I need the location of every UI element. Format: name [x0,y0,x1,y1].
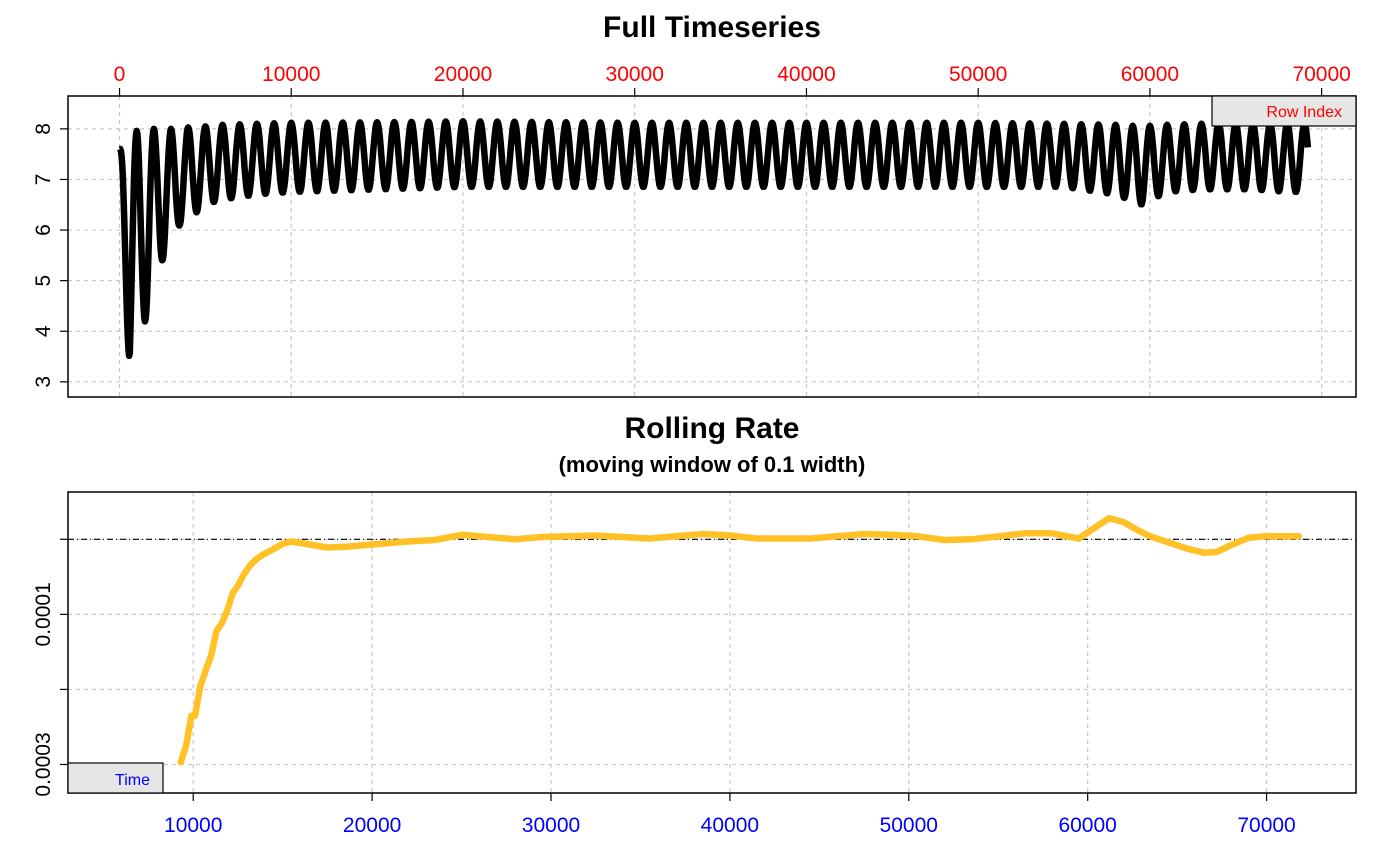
series-line-rolling-rate [177,515,1303,766]
legend-row-index: Row Index [1211,95,1357,127]
bottom-plot-frame [67,491,1357,794]
x-tick-label: 60000 [1058,814,1116,837]
x-tick-label: 50000 [880,814,938,837]
y-tick-label: 3 [32,376,55,388]
chart-title-rolling-rate: Rolling Rate [624,412,799,445]
chart-subtitle: (moving window of 0.1 width) [559,452,866,477]
x-tick-label: 70000 [1292,63,1350,86]
legend-label-row-index: Row Index [1266,104,1342,121]
top-y-ticks: 3 4 5 6 7 8 [32,123,68,388]
x-tick-label: 20000 [343,814,401,837]
chart-title-full-timeseries: Full Timeseries [603,11,821,44]
y-tick-label: 6 [32,224,55,236]
series-row-index-values [116,118,1312,360]
x-tick-label: 0 [114,63,126,86]
legend-box [67,762,164,794]
x-tick-label: 50000 [949,63,1007,86]
bottom-y-ticks: 0.0001 0.0003 [32,538,68,797]
bottom-grid [68,492,1356,793]
x-tick-label: 30000 [522,814,580,837]
x-tick-label: 40000 [701,814,759,837]
top-x-ticks: 0 10000 20000 30000 40000 50000 60000 70000 [114,63,1351,96]
x-tick-label: 10000 [262,63,320,86]
y-tick-label: 7 [32,174,55,186]
x-tick-label: 10000 [164,814,222,837]
y-tick-label: 5 [32,275,55,287]
bottom-x-ticks: 10000 20000 30000 40000 50000 60000 70000 [164,793,1296,837]
legend-box [1211,95,1357,127]
series-rolling-rate [177,515,1303,766]
x-tick-label: 20000 [434,63,492,86]
x-tick-label: 60000 [1121,63,1179,86]
full-timeseries-panel: Full Timeseries 0 10000 20000 30000 40000 500… [32,11,1357,398]
legend-label-time: Time [115,772,150,789]
x-tick-label: 40000 [777,63,835,86]
series-line-row-index [116,118,1312,360]
y-tick-label: 0.0003 [32,732,55,796]
y-tick-label: 0.0001 [32,582,55,646]
rolling-rate-panel: Rolling Rate (moving window of 0.1 width… [32,412,1357,837]
x-tick-label: 30000 [606,63,664,86]
x-tick-label: 70000 [1237,814,1295,837]
top-plot-frame [67,95,1357,398]
y-tick-label: 8 [32,123,55,135]
legend-time: Time [67,762,164,794]
y-tick-label: 4 [32,325,55,337]
